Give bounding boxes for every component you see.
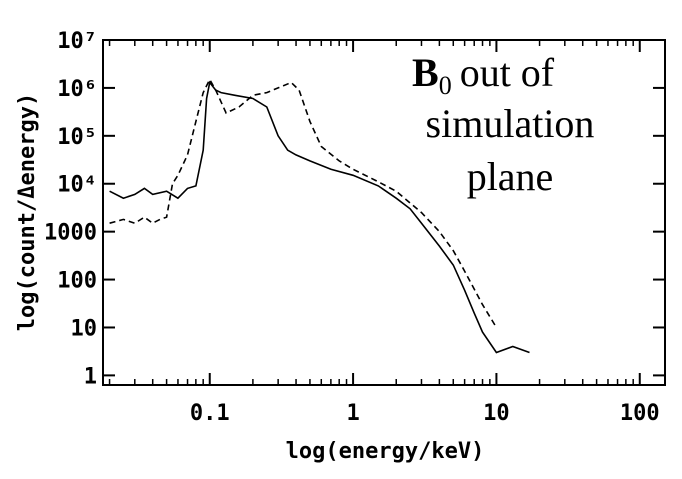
annotation: B0 out of simulation plane <box>412 50 594 199</box>
annotation-line: simulation <box>426 101 595 146</box>
x-tick-label: 100 <box>620 401 660 426</box>
annotation-text: out of <box>460 50 555 95</box>
y-tick-label: 1 <box>84 364 97 389</box>
x-tick-label: 10 <box>483 401 510 426</box>
y-axis-label: log(count/Δenergy) <box>15 93 40 331</box>
annotation-line: B0 out of <box>412 50 555 100</box>
y-tick-label: 10⁶ <box>57 77 97 102</box>
annotation-subscript: 0 <box>439 71 452 100</box>
y-tick-label: 10 <box>71 316 98 341</box>
y-tick-label: 10⁵ <box>57 125 97 150</box>
series-line <box>109 77 498 328</box>
y-tick-label: 10⁷ <box>57 29 97 54</box>
plot-frame <box>102 39 666 386</box>
annotation-line: plane <box>467 154 554 199</box>
series-line <box>109 80 530 354</box>
y-tick-label: 10⁴ <box>57 173 97 198</box>
x-tick-label: 0.1 <box>190 401 230 426</box>
annotation-symbol: B <box>412 50 439 95</box>
y-tick-label: 1000 <box>44 221 97 246</box>
y-tick-label: 100 <box>57 269 97 294</box>
x-tick-label: 1 <box>346 401 359 426</box>
x-axis-label: log(energy/keV) <box>286 439 485 464</box>
